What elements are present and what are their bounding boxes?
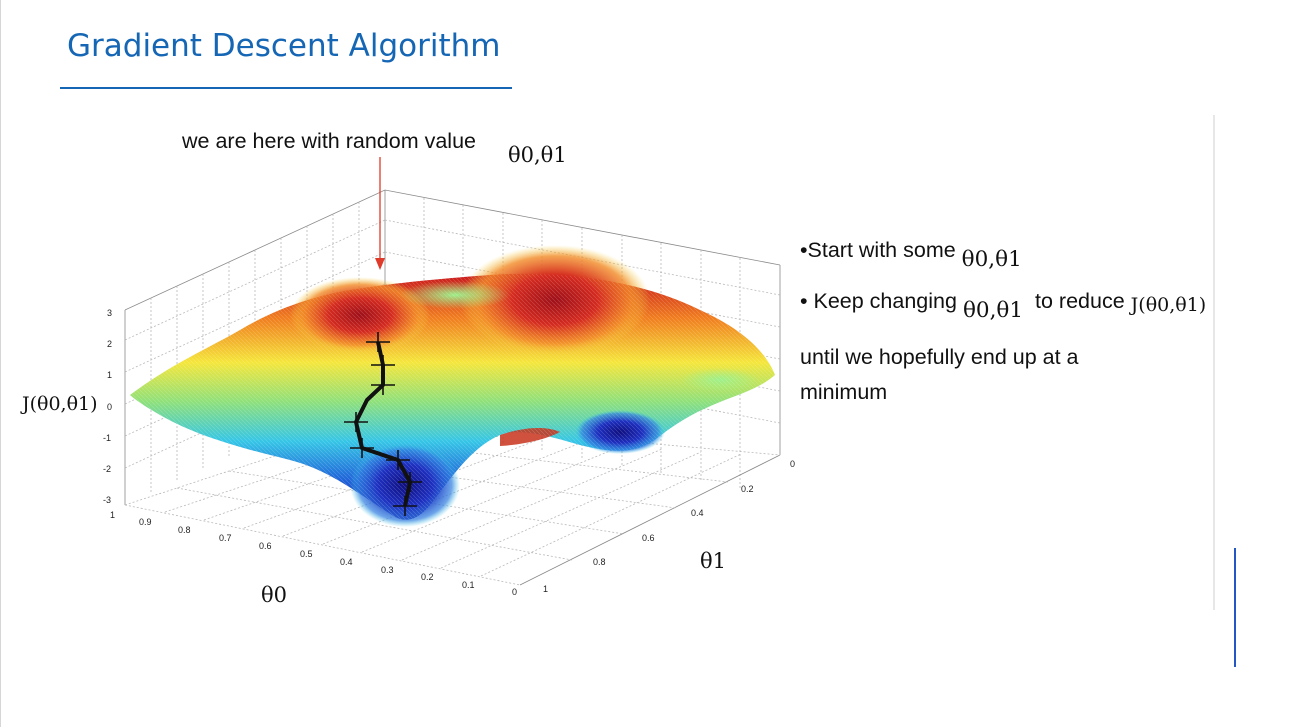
accent-bar [1234,548,1236,667]
slide-left-border [0,0,1,727]
theta1-tick: 0.8 [593,557,606,567]
slide-title: Gradient Descent Algorithm [67,28,501,64]
theta0-tick: 0 [512,587,517,597]
bullet-start-math: θ0,θ1 [961,247,1022,272]
z-tick: -2 [103,464,111,474]
theta1-tick: 0.6 [642,533,655,543]
theta0-tick: 0.1 [462,580,475,590]
title-underline [60,87,512,89]
theta0-tick: 0.7 [219,533,232,543]
z-tick: 2 [107,339,112,349]
z-axis-label: J(θ0,θ1) [20,393,98,415]
z-tick: 0 [107,402,112,412]
bullet-cost-math: J(θ0,θ1) [1130,294,1207,316]
theta1-tick: 0.4 [691,508,704,518]
theta1-tick: 0 [790,459,795,469]
start-annotation-math: θ0,θ1 [508,143,567,167]
z-tick: 1 [107,370,112,380]
theta0-tick: 0.6 [259,541,272,551]
z-tick: 3 [107,308,112,318]
axis-ticks: 3 2 1 0 -1 -2 -3 1 0.9 0.8 0.7 0.6 0.5 0… [103,308,795,597]
theta1-tick: 1 [543,584,548,594]
bullet-keep-text: • Keep changing [800,289,957,313]
theta0-tick: 1 [110,510,115,520]
bullet-keep-changing: • Keep changing θ0,θ1 to reduce J(θ0,θ1) [800,289,1207,323]
theta0-tick: 0.4 [340,557,353,567]
bullet-keep-math: θ0,θ1 [962,298,1024,323]
theta0-tick: 0.8 [178,525,191,535]
bullet-minimum: minimum [800,380,888,404]
descent-path [344,332,422,516]
start-arrow [375,157,385,270]
bullet-start-text: •Start with some [800,238,956,262]
z-tick: -1 [103,433,111,443]
bullet-start: •Start with some θ0,θ1 [800,238,1022,272]
theta1-tick: 0.2 [741,484,754,494]
cost-surface [130,245,775,527]
content-divider [1213,115,1215,610]
gradient-descent-surface-figure: 3 2 1 0 -1 -2 -3 1 0.9 0.8 0.7 0.6 0.5 0… [0,110,800,630]
start-annotation: we are here with random value [181,129,476,153]
theta0-tick: 0.5 [300,549,313,559]
y-axis-label: θ1 [700,549,726,573]
bullet-reduce-text: to reduce [1035,289,1125,313]
surface-plot: 3 2 1 0 -1 -2 -3 1 0.9 0.8 0.7 0.6 0.5 0… [20,129,795,607]
z-tick: -3 [103,495,111,505]
bullet-until: until we hopefully end up at a [800,345,1079,369]
x-axis-label: θ0 [261,583,287,607]
theta0-tick: 0.3 [381,565,394,575]
theta0-tick: 0.9 [139,517,152,527]
theta0-tick: 0.2 [421,572,434,582]
